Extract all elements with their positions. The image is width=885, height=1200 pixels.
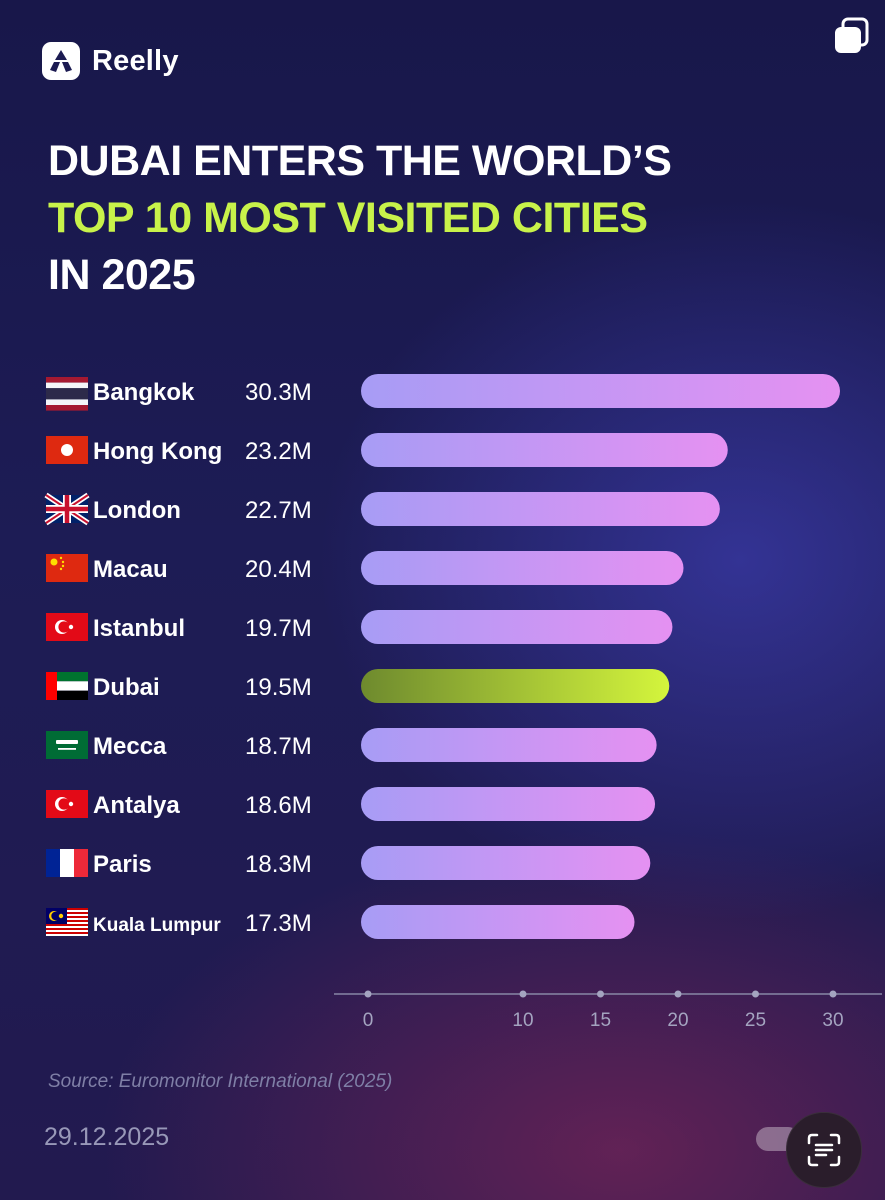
bar: [361, 610, 673, 644]
scan-text-icon: [807, 1133, 841, 1167]
city-label: Bangkok: [93, 379, 195, 406]
x-tick-label: 0: [363, 1010, 374, 1031]
value-label: 22.7M: [245, 497, 312, 524]
bar: [361, 492, 720, 526]
source-note: Source: Euromonitor International (2025): [48, 1071, 393, 1092]
reelly-logo-icon: [42, 42, 80, 80]
brand-name: Reelly: [92, 44, 179, 77]
value-label: 17.3M: [245, 910, 312, 937]
x-tick-label: 25: [745, 1010, 766, 1031]
value-label: 19.7M: [245, 615, 312, 642]
city-label: Mecca: [93, 733, 167, 760]
turkey-flag-icon: [46, 790, 88, 818]
title-line-3: IN 2025: [48, 251, 196, 299]
x-tick-mark: [519, 990, 527, 998]
france-flag-icon: [46, 849, 88, 877]
bar: [361, 787, 656, 821]
city-label: Kuala Lumpur: [93, 915, 221, 936]
saudi-arabia-flag-icon: [46, 731, 88, 759]
scan-text-button[interactable]: [786, 1112, 862, 1188]
china-flag-icon: [46, 554, 88, 582]
x-tick-mark: [597, 990, 604, 998]
page-title: DUBAI ENTERS THE WORLD’S TOP 10 MOST VIS…: [48, 133, 672, 304]
value-label: 30.3M: [245, 379, 312, 406]
title-line-1: DUBAI ENTERS THE WORLD’S: [48, 137, 672, 185]
bar: [361, 551, 684, 585]
uae-flag-icon: [46, 672, 88, 700]
city-label: Paris: [93, 851, 152, 878]
bar: [361, 905, 635, 939]
bar: [361, 846, 651, 880]
value-label: 18.6M: [245, 792, 312, 819]
bar: [361, 728, 657, 762]
title-line-2: TOP 10 MOST VISITED CITIES: [48, 194, 648, 242]
bar: [361, 433, 728, 467]
city-label: Istanbul: [93, 615, 185, 642]
x-tick-label: 15: [590, 1010, 611, 1031]
value-label: 18.7M: [245, 733, 312, 760]
multiple-posts-icon[interactable]: [831, 15, 871, 57]
malaysia-flag-icon: [46, 908, 88, 936]
uk-flag-icon: [44, 492, 90, 526]
bar-highlighted: [361, 669, 670, 703]
city-label: Dubai: [93, 674, 160, 701]
city-label: Antalya: [93, 792, 180, 819]
x-tick-mark: [752, 990, 759, 998]
x-tick-mark: [364, 990, 372, 998]
city-label: London: [93, 497, 181, 524]
x-tick-label: 10: [512, 1010, 533, 1031]
city-label: Hong Kong: [93, 438, 222, 465]
value-label: 18.3M: [245, 851, 312, 878]
value-label: 20.4M: [245, 556, 312, 583]
x-tick-label: 20: [667, 1010, 688, 1031]
x-tick-mark: [829, 990, 837, 998]
turkey-flag-icon: [46, 613, 88, 641]
value-label: 23.2M: [245, 438, 312, 465]
brand-logo: Reelly: [42, 42, 179, 80]
thailand-flag-icon: [46, 377, 88, 411]
x-tick-label: 30: [822, 1010, 843, 1031]
city-label: Macau: [93, 556, 168, 583]
hong-kong-flag-icon: [46, 436, 88, 464]
publish-date: 29.12.2025: [44, 1123, 170, 1151]
bar: [361, 374, 840, 408]
x-tick-mark: [674, 990, 682, 998]
value-label: 19.5M: [245, 674, 312, 701]
